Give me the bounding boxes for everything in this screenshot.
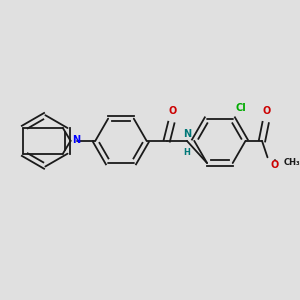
Text: N: N [183,129,191,139]
Text: Cl: Cl [236,103,246,113]
Text: O: O [262,106,271,116]
Text: O: O [270,160,278,170]
Text: CH₃: CH₃ [284,158,300,167]
Text: O: O [168,106,176,116]
Text: N: N [72,135,80,145]
Text: H: H [184,148,190,157]
